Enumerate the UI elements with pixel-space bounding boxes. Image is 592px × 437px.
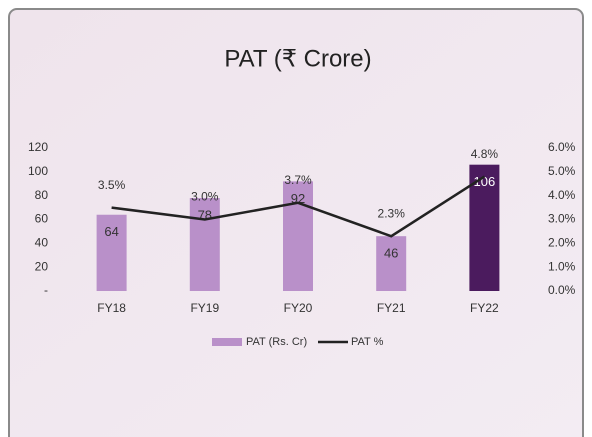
line-value-label: 4.8%	[471, 147, 499, 161]
line-value-label: 2.3%	[378, 206, 406, 220]
y-tick-label: 20	[35, 259, 49, 273]
y-tick-label: -	[44, 283, 48, 297]
x-tick-label: FY22	[470, 301, 499, 315]
y2-tick-label: 2.0%	[548, 236, 576, 250]
bar-value-label: 92	[291, 191, 305, 206]
line-value-label: 3.0%	[191, 190, 219, 204]
x-tick-label: FY21	[377, 301, 406, 315]
line-value-label: 3.7%	[284, 173, 312, 187]
bar	[96, 214, 127, 291]
chart-title: PAT (₹ Crore)	[224, 45, 371, 72]
bar	[283, 181, 313, 291]
legend-swatch	[212, 338, 242, 346]
bar-value-label: 46	[384, 246, 398, 261]
line-value-label: 3.5%	[98, 178, 126, 192]
y2-tick-label: 0.0%	[548, 283, 576, 297]
y2-tick-label: 5.0%	[548, 164, 576, 178]
legend-label: PAT (Rs. Cr)	[246, 336, 307, 348]
y2-tick-label: 4.0%	[548, 188, 576, 202]
bar-value-label: 64	[104, 224, 118, 239]
y-tick-label: 80	[35, 188, 49, 202]
x-tick-label: FY20	[284, 301, 313, 315]
y2-tick-label: 6.0%	[548, 140, 576, 154]
x-tick-label: FY18	[97, 301, 126, 315]
y-tick-label: 40	[35, 236, 49, 250]
bar	[376, 236, 407, 291]
y2-tick-label: 3.0%	[548, 212, 576, 226]
bar	[469, 164, 500, 291]
y2-tick-label: 1.0%	[548, 259, 576, 273]
y-tick-label: 100	[28, 164, 48, 178]
bar	[189, 198, 220, 291]
legend-label: PAT %	[351, 336, 384, 348]
bar-value-label: 106	[474, 174, 496, 189]
line	[111, 175, 486, 238]
y-tick-label: 60	[35, 212, 49, 226]
y-tick-label: 120	[28, 140, 48, 154]
x-tick-label: FY19	[190, 301, 219, 315]
